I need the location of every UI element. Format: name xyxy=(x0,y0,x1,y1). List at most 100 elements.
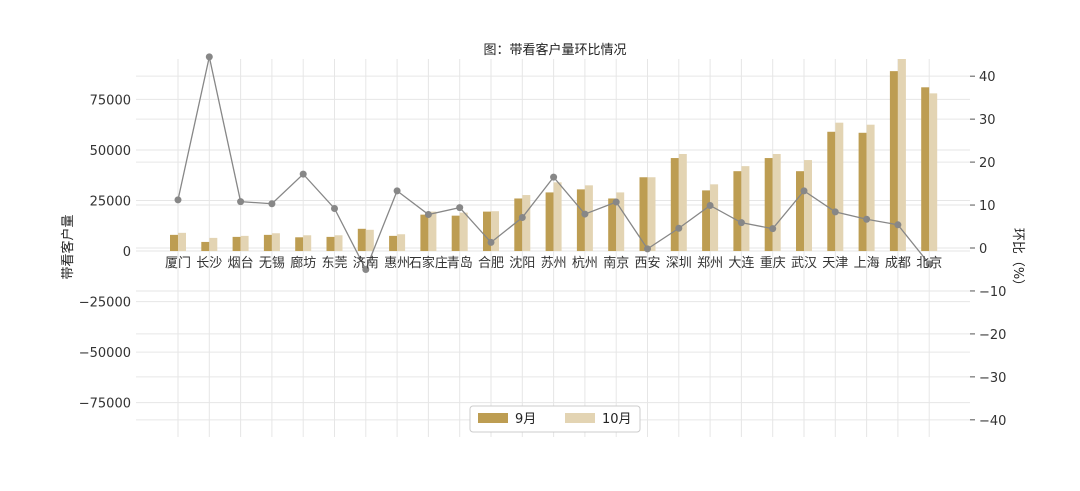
line-point-郑州 xyxy=(706,201,714,209)
line-series xyxy=(174,53,933,273)
bar-9月-成都 xyxy=(889,71,898,252)
x-tick-厦门: 厦门 xyxy=(165,256,191,271)
x-tick-苏州: 苏州 xyxy=(541,255,567,271)
bar-9月-大连 xyxy=(733,171,742,252)
bar-10月-济南 xyxy=(365,229,374,252)
line-point-苏州 xyxy=(550,173,558,181)
line-point-杭州 xyxy=(581,210,589,218)
x-tick-labels: 厦门 长沙 烟台 无锡 廊坊 东莞 济南 惠州石家庄青岛 合肥 沈阳 苏州 杭州 南京 西安 深圳 郑州 大连重… xyxy=(165,255,942,271)
x-tick-成都: 成都 xyxy=(885,256,911,271)
bar-10月-苏州 xyxy=(553,182,562,252)
bar-9月-苏州 xyxy=(545,192,554,252)
x-tick-廊坊: 廊坊 xyxy=(290,255,316,271)
line-point-烟台 xyxy=(237,198,245,206)
x-tick-烟台: 烟台 xyxy=(228,256,254,271)
line-point-合肥 xyxy=(487,238,495,246)
line-point-南京 xyxy=(612,198,620,206)
bar-9月-东莞 xyxy=(326,236,335,252)
legend-swatch-9月 xyxy=(478,413,508,423)
line-point-长沙 xyxy=(205,53,213,61)
bar-10月-长沙 xyxy=(209,237,218,252)
legend-swatch-10月 xyxy=(565,413,595,423)
bar-10月-西安 xyxy=(647,177,656,252)
line-point-上海 xyxy=(863,215,871,223)
x-tick-杭州: 杭州 xyxy=(572,256,598,271)
bar-10月-大连 xyxy=(741,166,750,252)
y2-tick: −20 xyxy=(979,328,1006,343)
bar-10月-烟台 xyxy=(240,235,249,252)
x-tick-深圳: 深圳 xyxy=(666,256,692,271)
x-tick-青岛: 青岛 xyxy=(447,255,473,271)
line-point-北京 xyxy=(925,260,933,268)
bar-9月-石家庄 xyxy=(420,214,429,252)
y2-tick: 40 xyxy=(979,70,996,85)
y-tick: 50000 xyxy=(90,144,131,159)
bar-9月-上海 xyxy=(858,132,867,252)
bar-9月-西安 xyxy=(639,177,648,252)
bar-9月-长沙 xyxy=(201,241,210,252)
line-point-廊坊 xyxy=(299,170,307,178)
y-tick: −25000 xyxy=(79,296,131,311)
y2-tick: 0 xyxy=(979,242,987,257)
bar-9月-重庆 xyxy=(764,158,773,252)
bar-10月-青岛 xyxy=(459,212,468,252)
bar-9月-杭州 xyxy=(576,189,585,252)
bar-10月-深圳 xyxy=(678,154,687,252)
bars xyxy=(170,59,938,252)
x-tick-东莞: 东莞 xyxy=(321,256,347,271)
x-tick-惠州: 惠州 xyxy=(384,256,410,271)
x-tick-无锡: 无锡 xyxy=(259,256,285,271)
line-point-东莞 xyxy=(331,204,338,212)
y-tick: −75000 xyxy=(79,397,131,412)
bar-10月-天津 xyxy=(835,122,844,252)
x-tick-长沙: 长沙 xyxy=(196,256,222,271)
x-tick-郑州: 郑州 xyxy=(697,256,723,271)
bar-10月-沈阳 xyxy=(522,195,531,252)
bar-10月-廊坊 xyxy=(303,235,312,252)
line-point-济南 xyxy=(362,265,370,273)
bar-9月-无锡 xyxy=(263,234,272,252)
legend-box xyxy=(469,405,641,433)
bar-10月-无锡 xyxy=(271,233,280,252)
bar-10月-上海 xyxy=(866,124,875,252)
bar-10月-惠州 xyxy=(397,234,406,252)
x-tick-南京: 南京 xyxy=(603,255,629,271)
bar-9月-济南 xyxy=(357,228,366,252)
bar-10月-郑州 xyxy=(710,184,719,252)
bar-9月-烟台 xyxy=(232,236,241,252)
legend-label-10月: 10月 xyxy=(602,412,632,427)
line-point-厦门 xyxy=(174,196,182,204)
bar-9月-郑州 xyxy=(702,190,711,252)
bar-9月-沈阳 xyxy=(514,198,523,252)
bar-10月-北京 xyxy=(929,93,938,252)
bar-9月-廊坊 xyxy=(295,237,304,252)
bar-10月-杭州 xyxy=(584,185,593,252)
line-point-惠州 xyxy=(393,187,401,195)
line-point-大连 xyxy=(737,219,745,227)
y2-axis-label: 环比（%） xyxy=(1010,228,1025,292)
x-tick-上海: 上海 xyxy=(854,256,880,271)
x-tick-天津: 天津 xyxy=(822,256,848,271)
x-tick-合肥: 合肥 xyxy=(478,256,504,271)
bar-10月-成都 xyxy=(897,59,906,252)
bar-9月-厦门 xyxy=(170,234,178,252)
y-tick: −50000 xyxy=(79,346,131,361)
x-tick-济南: 济南 xyxy=(353,255,379,271)
x-tick-北京: 北京 xyxy=(916,256,942,271)
chart-title: 图：带看客户量环比情况 xyxy=(483,42,626,58)
y-tick: 0 xyxy=(123,245,131,260)
bar-9月-合肥 xyxy=(483,211,491,252)
y-axis-label: 带看客户量 xyxy=(60,214,76,279)
bar-10月-武汉 xyxy=(804,160,812,252)
y2-tick: 20 xyxy=(979,156,996,171)
line-point-深圳 xyxy=(675,224,683,232)
y2-tick: −30 xyxy=(979,371,1006,386)
line-point-青岛 xyxy=(456,204,464,212)
bar-10月-合肥 xyxy=(491,211,499,252)
bar-9月-深圳 xyxy=(670,158,679,252)
bar-9月-武汉 xyxy=(796,171,804,252)
legend: 9月 10月 xyxy=(469,405,641,433)
y-tick: 25000 xyxy=(90,194,131,209)
line-point-西安 xyxy=(644,245,651,253)
